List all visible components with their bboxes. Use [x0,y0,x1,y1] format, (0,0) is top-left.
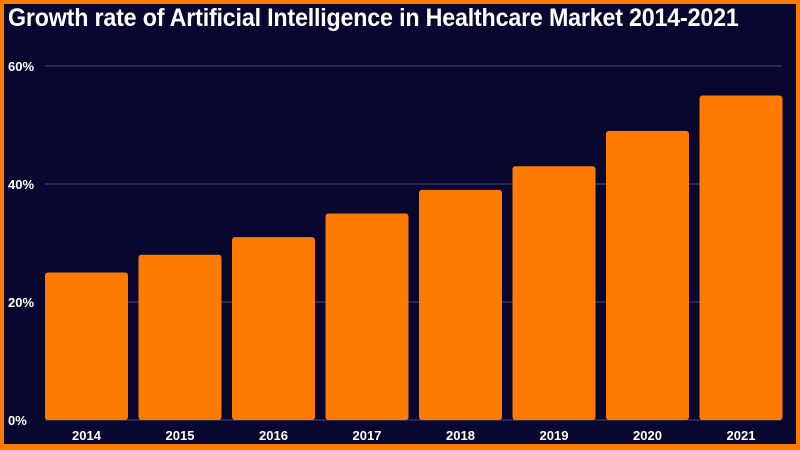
x-tick-label: 2018 [446,428,475,443]
y-tick-label: 60% [8,59,34,74]
x-tick-label: 2020 [633,428,662,443]
bar-2021 [699,95,783,420]
y-tick-label: 0% [8,413,27,428]
x-tick-label: 2016 [259,428,288,443]
x-tick-label: 2017 [353,428,382,443]
bar-2014 [45,272,128,420]
chart-title: Growth rate of Artificial Intelligence i… [8,4,739,32]
bar-2016 [232,237,315,420]
bar-2015 [138,254,222,420]
bar-2017 [325,213,409,420]
x-tick-label: 2019 [540,428,569,443]
bar-2020 [606,130,689,420]
x-tick-label: 2015 [166,428,195,443]
bar-2019 [512,166,596,420]
x-tick-label: 2021 [727,428,756,443]
x-tick-label: 2014 [72,428,102,443]
bar-2018 [419,189,502,420]
y-tick-label: 40% [8,177,34,192]
y-tick-label: 20% [8,295,34,310]
